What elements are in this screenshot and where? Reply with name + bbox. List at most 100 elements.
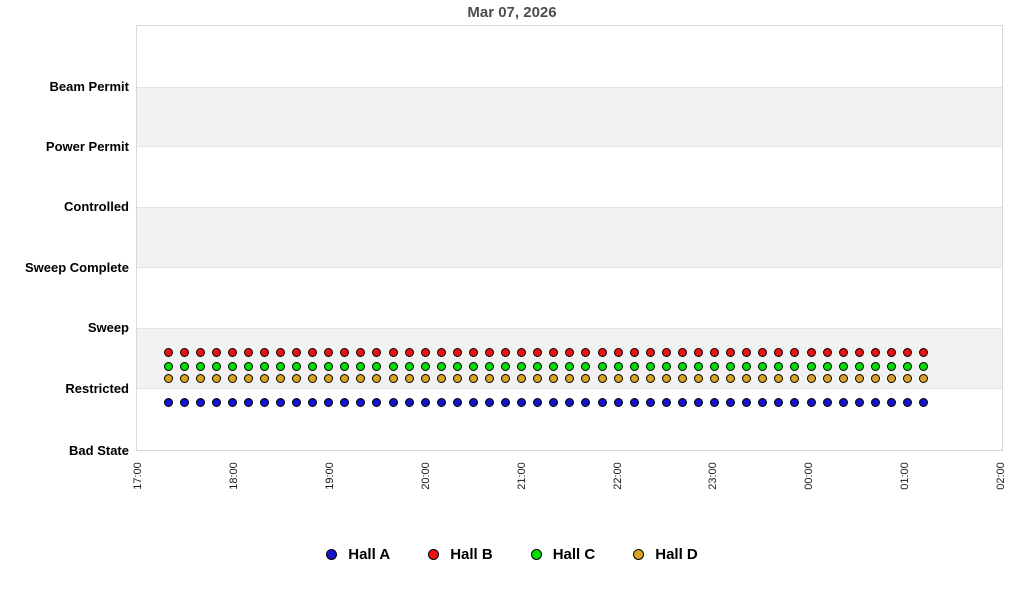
x-axis-label: 19:00 bbox=[323, 462, 336, 490]
data-point-hall-b bbox=[710, 348, 720, 357]
data-point-hall-b bbox=[581, 348, 591, 357]
data-point-hall-d bbox=[485, 374, 494, 383]
data-point-hall-c bbox=[468, 361, 478, 371]
data-point-hall-c bbox=[340, 361, 350, 371]
y-axis-label: Sweep bbox=[87, 320, 129, 335]
data-point-hall-b bbox=[227, 348, 237, 357]
data-point-hall-d bbox=[774, 374, 784, 383]
data-point-hall-a bbox=[485, 398, 494, 407]
data-point-hall-b bbox=[870, 348, 880, 357]
data-point-hall-c bbox=[533, 361, 543, 371]
data-point-hall-d bbox=[710, 374, 720, 383]
data-point-hall-b bbox=[902, 348, 912, 357]
data-point-hall-b bbox=[340, 348, 350, 357]
data-point-hall-b bbox=[838, 348, 848, 357]
data-point-hall-a bbox=[163, 398, 173, 407]
data-point-hall-a bbox=[452, 398, 462, 407]
data-point-hall-a bbox=[838, 398, 848, 407]
data-point-hall-a bbox=[919, 398, 929, 407]
data-point-hall-c bbox=[661, 361, 671, 371]
data-point-hall-c bbox=[452, 361, 462, 371]
data-point-hall-d bbox=[822, 374, 832, 383]
data-point-hall-b bbox=[436, 348, 446, 357]
data-point-hall-c bbox=[677, 361, 687, 371]
data-point-hall-a bbox=[549, 398, 559, 407]
data-point-hall-d bbox=[292, 374, 302, 383]
data-point-hall-b bbox=[549, 348, 559, 357]
data-point-hall-a bbox=[468, 398, 478, 407]
data-point-hall-a bbox=[227, 398, 237, 407]
data-point-hall-c bbox=[806, 361, 816, 371]
data-point-hall-b bbox=[726, 348, 736, 357]
data-point-hall-a bbox=[243, 398, 253, 407]
data-point-hall-d bbox=[404, 374, 414, 383]
data-point-hall-a bbox=[902, 398, 912, 407]
data-point-hall-d bbox=[468, 374, 478, 383]
data-point-hall-b bbox=[372, 348, 382, 357]
data-point-hall-b bbox=[629, 348, 639, 357]
x-axis-label: 01:00 bbox=[899, 462, 912, 490]
data-point-hall-b bbox=[179, 348, 189, 357]
legend-item-hall-d: Hall D bbox=[633, 546, 698, 563]
data-point-hall-d bbox=[726, 374, 736, 383]
data-point-hall-c bbox=[886, 361, 896, 371]
data-point-hall-d bbox=[308, 374, 318, 383]
x-axis-label: 02:00 bbox=[995, 462, 1008, 490]
legend-marker-icon bbox=[326, 548, 338, 560]
data-point-hall-a bbox=[324, 398, 334, 407]
data-point-hall-d bbox=[742, 374, 752, 383]
data-point-hall-b bbox=[276, 348, 286, 357]
data-point-hall-c bbox=[243, 361, 253, 371]
data-point-hall-a bbox=[677, 398, 687, 407]
data-point-hall-c bbox=[517, 361, 527, 371]
data-point-hall-d bbox=[677, 374, 687, 383]
data-point-hall-c bbox=[726, 361, 736, 371]
y-axis-label: Power Permit bbox=[45, 139, 129, 154]
data-point-hall-d bbox=[356, 374, 366, 383]
x-axis-label: 23:00 bbox=[707, 462, 720, 490]
data-point-hall-d bbox=[452, 374, 462, 383]
x-axis-label: 20:00 bbox=[419, 462, 432, 490]
data-point-hall-d bbox=[565, 374, 575, 383]
legend-marker-icon bbox=[530, 548, 542, 560]
data-point-hall-c bbox=[613, 361, 623, 371]
data-point-hall-c bbox=[549, 361, 559, 371]
data-point-hall-c bbox=[870, 361, 880, 371]
data-point-hall-d bbox=[276, 374, 286, 383]
data-point-hall-b bbox=[790, 348, 800, 357]
data-point-hall-d bbox=[693, 374, 703, 383]
data-point-hall-b bbox=[517, 348, 527, 357]
data-point-hall-a bbox=[597, 398, 607, 407]
legend-item-hall-b: Hall B bbox=[428, 546, 493, 563]
data-point-hall-c bbox=[501, 361, 511, 371]
data-point-hall-a bbox=[404, 398, 414, 407]
data-point-hall-a bbox=[565, 398, 575, 407]
data-point-hall-b bbox=[774, 348, 784, 357]
data-point-hall-c bbox=[710, 361, 720, 371]
data-point-hall-b bbox=[211, 348, 221, 357]
data-point-hall-b bbox=[677, 348, 687, 357]
data-point-hall-b bbox=[485, 348, 494, 357]
data-point-hall-a bbox=[517, 398, 527, 407]
data-point-hall-b bbox=[163, 348, 173, 357]
data-point-hall-b bbox=[597, 348, 607, 357]
data-point-hall-b bbox=[886, 348, 896, 357]
legend-label: Hall B bbox=[450, 545, 493, 563]
data-point-hall-c bbox=[485, 361, 494, 371]
data-point-hall-d bbox=[388, 374, 398, 383]
data-point-hall-d bbox=[806, 374, 816, 383]
data-point-hall-a bbox=[629, 398, 639, 407]
data-point-hall-a bbox=[854, 398, 864, 407]
data-point-hall-c bbox=[838, 361, 848, 371]
y-axis-label: Restricted bbox=[65, 381, 129, 396]
data-point-hall-d bbox=[517, 374, 527, 383]
data-point-hall-d bbox=[790, 374, 800, 383]
data-point-hall-c bbox=[356, 361, 366, 371]
data-point-hall-b bbox=[420, 348, 430, 357]
data-point-hall-b bbox=[565, 348, 575, 357]
data-point-hall-d bbox=[758, 374, 768, 383]
legend: Hall A Hall B Hall C Hall D bbox=[0, 543, 1024, 565]
data-point-hall-d bbox=[581, 374, 591, 383]
data-point-hall-b bbox=[452, 348, 462, 357]
